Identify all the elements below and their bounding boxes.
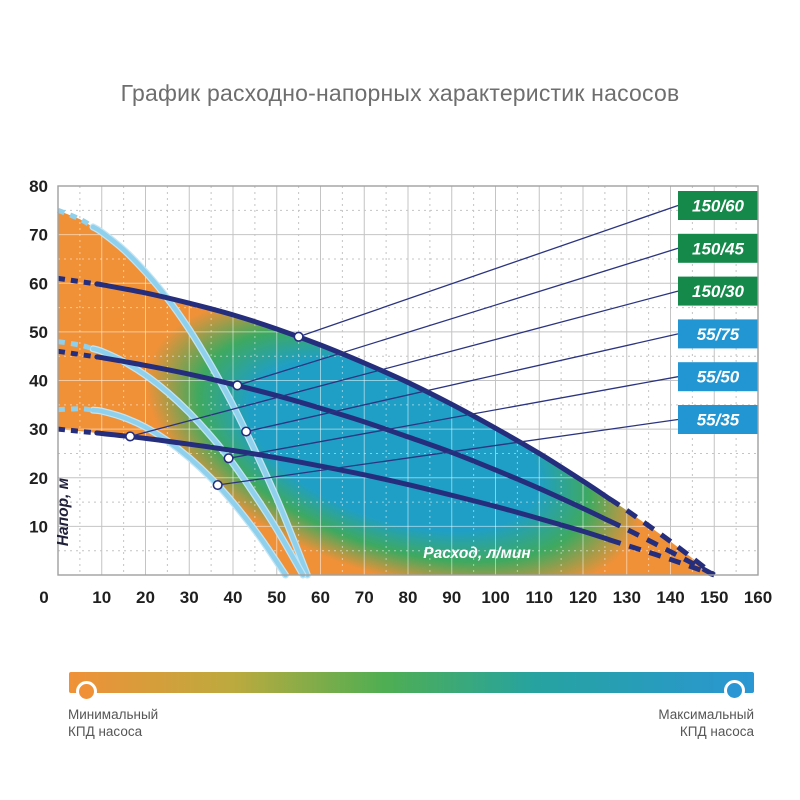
x-tick-60: 60 bbox=[311, 588, 330, 607]
x-tick-130: 130 bbox=[613, 588, 641, 607]
curve-label-box-150-60 bbox=[678, 191, 758, 220]
max-efficiency-label-line1: Максимальный bbox=[658, 707, 754, 722]
y-tick-40: 40 bbox=[29, 372, 48, 391]
leader-lines bbox=[130, 204, 679, 486]
y-tick-10: 10 bbox=[29, 517, 48, 536]
pump-curve-150-60 bbox=[94, 281, 612, 502]
pump-curve-150-45-dashed-end bbox=[608, 518, 716, 578]
curve-label-box-55-50 bbox=[678, 362, 758, 392]
pump-performance-chart: 150/60 150/45 150/30 55/75 55/50 55/35 0 10 20 30… bbox=[29, 177, 772, 607]
x-tick-100: 100 bbox=[481, 588, 509, 607]
curve-label-box-150-45 bbox=[678, 233, 758, 263]
x-tick-110: 110 bbox=[526, 588, 553, 607]
max-efficiency-label-line2: КПД насоса bbox=[679, 724, 754, 739]
pump-curve-150-60-dashed-end bbox=[607, 496, 716, 577]
x-tick-80: 80 bbox=[399, 588, 418, 607]
pump-curve-150-30 bbox=[94, 430, 612, 543]
pump-curve-55-75 bbox=[90, 224, 310, 578]
y-tick-70: 70 bbox=[29, 226, 48, 245]
curve-labels: 150/60 150/45 150/30 55/75 55/50 55/35 bbox=[678, 191, 758, 434]
y-tick-30: 30 bbox=[29, 420, 48, 439]
y-axis-tick-labels: 10 20 30 40 50 60 70 80 bbox=[29, 177, 48, 536]
x-tick-120: 120 bbox=[569, 588, 597, 607]
duty-point-55-50 bbox=[223, 453, 234, 464]
duty-point-150-45 bbox=[232, 380, 243, 391]
leader-line-55-75 bbox=[245, 333, 679, 433]
curve-label-55-75: 55/75 bbox=[697, 325, 740, 344]
y-tick-20: 20 bbox=[29, 469, 48, 488]
min-efficiency-label-line1: Минимальный bbox=[68, 707, 159, 722]
pump-curve-55-50-dashed-start bbox=[57, 339, 94, 352]
pump-curve-55-75-dashed-start bbox=[57, 207, 95, 230]
duty-point-55-35 bbox=[212, 479, 223, 491]
x-tick-150: 150 bbox=[700, 588, 728, 607]
max-efficiency-marker bbox=[724, 680, 745, 701]
leader-line-150-30 bbox=[130, 290, 679, 438]
pump-curves-150-family bbox=[57, 275, 716, 578]
curve-label-55-50: 55/50 bbox=[697, 368, 740, 387]
x-tick-160: 160 bbox=[744, 588, 772, 607]
pump-curve-150-30-dashed-end bbox=[608, 537, 716, 578]
x-axis-title: Расход, л/мин bbox=[423, 545, 531, 562]
curve-label-150-60: 150/60 bbox=[692, 197, 745, 216]
plot-border bbox=[57, 185, 759, 576]
leader-line-150-60 bbox=[298, 204, 679, 338]
pump-curve-150-60-dashed-start bbox=[57, 275, 98, 287]
x-tick-0: 0 bbox=[39, 588, 48, 607]
y-tick-80: 80 bbox=[29, 177, 48, 196]
x-tick-50: 50 bbox=[267, 588, 286, 607]
pump-curve-150-45 bbox=[94, 354, 612, 524]
y-tick-50: 50 bbox=[29, 323, 48, 342]
curve-label-box-55-35 bbox=[678, 405, 758, 434]
leader-line-55-50 bbox=[228, 376, 679, 459]
duty-point-markers bbox=[125, 331, 304, 491]
pump-curve-55-35-dashed-start bbox=[57, 406, 94, 413]
efficiency-gradient-bar bbox=[69, 672, 754, 693]
x-tick-140: 140 bbox=[656, 588, 684, 607]
max-efficiency-label: Максимальный КПД насоса bbox=[658, 706, 754, 740]
y-tick-60: 60 bbox=[29, 274, 48, 293]
pump-curve-150-45-dashed-start bbox=[57, 348, 98, 360]
min-efficiency-marker bbox=[76, 681, 97, 702]
curve-label-55-35: 55/35 bbox=[697, 411, 740, 430]
x-tick-30: 30 bbox=[180, 588, 199, 607]
curve-label-150-30: 150/30 bbox=[692, 282, 745, 301]
x-tick-10: 10 bbox=[92, 588, 111, 607]
chart-title: График расходно-напорных характеристик н… bbox=[120, 80, 680, 106]
duty-point-55-75 bbox=[241, 426, 252, 437]
x-tick-90: 90 bbox=[442, 588, 461, 607]
min-efficiency-label-line2: КПД насоса bbox=[68, 724, 143, 739]
duty-point-150-60 bbox=[293, 331, 304, 342]
x-tick-40: 40 bbox=[224, 588, 243, 607]
x-axis-tick-labels: 0 10 20 30 40 50 60 70 80 90 100 110 120 130 140 150 160 bbox=[39, 588, 772, 607]
curve-label-box-55-75 bbox=[678, 319, 758, 349]
pump-curve-55-35 bbox=[90, 407, 288, 578]
x-tick-20: 20 bbox=[136, 588, 155, 607]
leader-line-55-35 bbox=[217, 418, 679, 486]
min-efficiency-label: Минимальный КПД насоса bbox=[68, 706, 158, 740]
duty-point-150-30 bbox=[125, 431, 136, 442]
y-axis-title: Напор, м bbox=[55, 477, 72, 546]
x-tick-70: 70 bbox=[355, 588, 374, 607]
curve-label-box-150-30 bbox=[678, 276, 758, 306]
curve-label-150-45: 150/45 bbox=[692, 239, 745, 258]
leader-line-150-45 bbox=[237, 247, 679, 386]
pump-curve-150-30-dashed-start bbox=[57, 426, 98, 436]
